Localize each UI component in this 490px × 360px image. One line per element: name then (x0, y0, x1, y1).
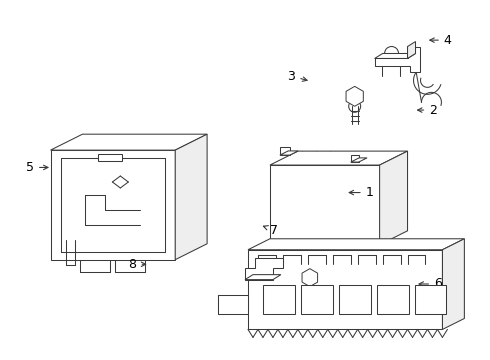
Polygon shape (263, 285, 295, 315)
Polygon shape (351, 158, 367, 162)
Polygon shape (408, 41, 416, 58)
Polygon shape (280, 151, 298, 155)
Polygon shape (351, 155, 359, 162)
Text: 5: 5 (26, 161, 48, 174)
Polygon shape (218, 294, 248, 315)
Circle shape (258, 269, 268, 279)
Polygon shape (377, 285, 409, 315)
Text: 1: 1 (349, 186, 373, 199)
Text: 7: 7 (264, 224, 278, 237)
Circle shape (385, 46, 398, 60)
Polygon shape (248, 239, 465, 250)
Polygon shape (339, 285, 370, 315)
Polygon shape (245, 275, 281, 280)
Text: 4: 4 (430, 33, 452, 47)
Polygon shape (50, 150, 175, 260)
Text: 3: 3 (288, 69, 307, 82)
Polygon shape (98, 154, 122, 161)
Circle shape (425, 312, 436, 323)
Polygon shape (270, 151, 408, 165)
Circle shape (306, 274, 314, 282)
Circle shape (255, 312, 265, 323)
Polygon shape (346, 86, 363, 106)
Polygon shape (375, 54, 416, 58)
Circle shape (425, 257, 436, 267)
Circle shape (349, 100, 361, 112)
Polygon shape (415, 285, 446, 315)
Polygon shape (248, 250, 442, 329)
Polygon shape (175, 134, 207, 260)
Polygon shape (380, 151, 408, 245)
Polygon shape (270, 165, 380, 245)
Polygon shape (302, 269, 318, 287)
Polygon shape (50, 134, 207, 150)
Polygon shape (280, 147, 290, 155)
Text: 2: 2 (417, 104, 437, 117)
Circle shape (350, 91, 360, 101)
Polygon shape (245, 258, 283, 280)
Circle shape (255, 257, 265, 267)
Polygon shape (442, 239, 465, 329)
Polygon shape (301, 285, 333, 315)
Text: 8: 8 (128, 258, 146, 271)
Polygon shape (375, 46, 419, 72)
Text: 6: 6 (419, 278, 442, 291)
